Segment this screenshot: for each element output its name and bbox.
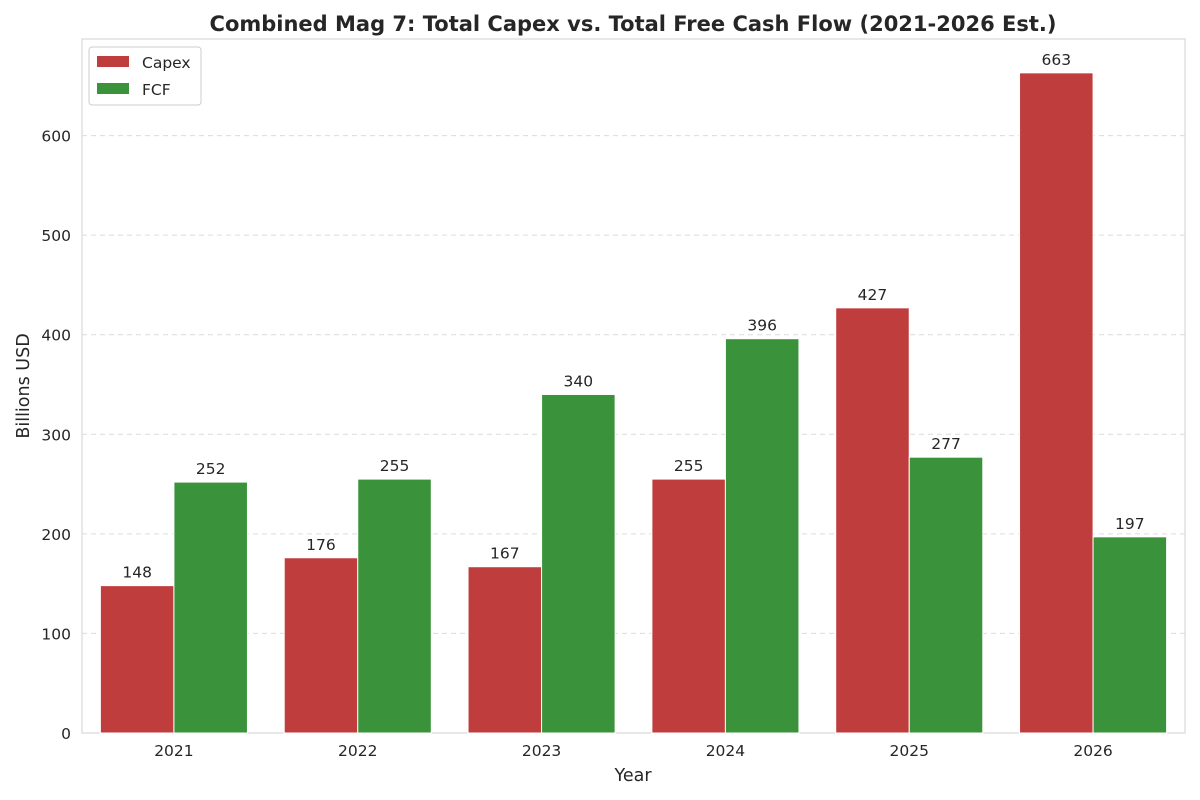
data-label-fcf-2023: 340 xyxy=(564,372,594,390)
data-label-capex-2021: 148 xyxy=(122,564,152,582)
x-tick-label: 2025 xyxy=(890,742,929,760)
bar-fcf-2023 xyxy=(541,393,616,734)
bars xyxy=(99,72,1168,734)
y-tick-labels: 0 100 200 300 400 500 600 xyxy=(41,128,71,743)
data-label-fcf-2024: 396 xyxy=(747,317,777,335)
bar-capex-2023 xyxy=(467,566,543,734)
data-label-fcf-2022: 255 xyxy=(380,457,410,475)
data-label-fcf-2026: 197 xyxy=(1115,515,1145,533)
legend-swatch-fcf xyxy=(97,83,129,94)
bar-capex-2024 xyxy=(651,478,726,734)
x-tick-label: 2026 xyxy=(1073,742,1112,760)
bar-fcf-2025 xyxy=(908,456,984,734)
legend: Capex FCF xyxy=(88,46,202,106)
data-labels: 148 252 176 255 167 340 255 396 427 277 663 197 xyxy=(122,51,1144,582)
y-tick-label: 400 xyxy=(41,327,71,345)
y-tick-label: 500 xyxy=(41,227,71,245)
bar-capex-2026 xyxy=(1019,72,1094,734)
data-label-capex-2022: 176 xyxy=(306,536,336,554)
bar-capex-2025 xyxy=(835,307,910,734)
chart-title: Combined Mag 7: Total Capex vs. Total Fr… xyxy=(210,12,1057,36)
legend-label-capex: Capex xyxy=(142,54,191,72)
y-tick-label: 0 xyxy=(61,725,71,743)
x-axis-label: Year xyxy=(613,766,652,786)
x-tick-label: 2023 xyxy=(522,742,561,760)
bar-fcf-2024 xyxy=(724,338,800,734)
data-label-capex-2023: 167 xyxy=(490,545,520,563)
y-tick-label: 100 xyxy=(41,625,71,643)
x-tick-label: 2022 xyxy=(338,742,377,760)
bar-fcf-2022 xyxy=(357,478,432,734)
legend-label-fcf: FCF xyxy=(142,81,171,99)
x-tick-labels: 2021 2022 2023 2024 2025 2026 xyxy=(154,742,1113,760)
x-tick-label: 2024 xyxy=(706,742,745,760)
x-tick-label: 2021 xyxy=(154,742,193,760)
bar-fcf-2021 xyxy=(173,481,248,734)
data-label-capex-2024: 255 xyxy=(674,457,704,475)
bar-fcf-2026 xyxy=(1092,536,1168,734)
data-label-capex-2026: 663 xyxy=(1042,51,1072,69)
legend-swatch-capex xyxy=(97,56,129,67)
bar-capex-2022 xyxy=(283,557,359,734)
data-label-fcf-2021: 252 xyxy=(196,460,226,478)
bar-capex-2021 xyxy=(99,585,175,734)
y-axis-label: Billions USD xyxy=(14,333,34,438)
data-label-fcf-2025: 277 xyxy=(931,435,961,453)
y-tick-label: 600 xyxy=(41,128,71,146)
y-gridlines xyxy=(82,135,1185,634)
y-tick-label: 200 xyxy=(41,526,71,544)
data-label-capex-2025: 427 xyxy=(858,286,888,304)
plot-area xyxy=(81,38,1186,734)
y-tick-label: 300 xyxy=(41,426,71,444)
